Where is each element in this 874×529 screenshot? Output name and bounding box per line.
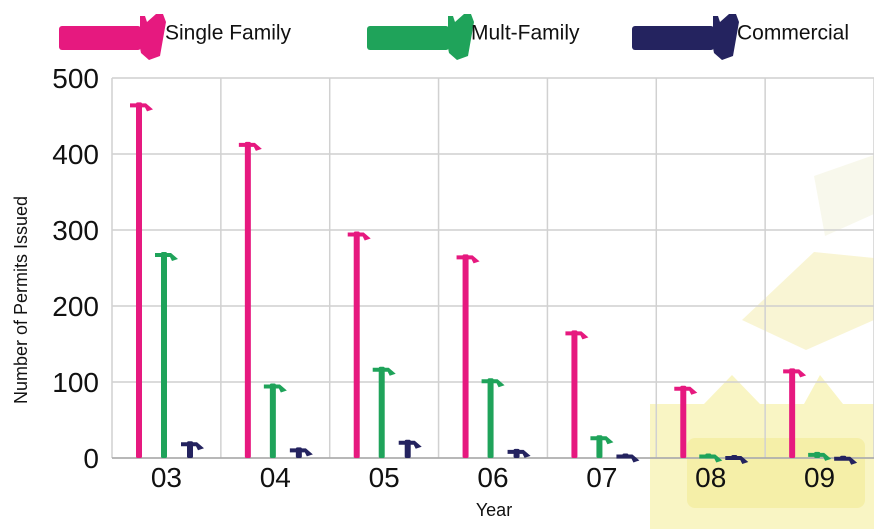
x-tick-label: 09 (804, 462, 835, 493)
x-tick-label: 03 (151, 462, 182, 493)
bar-hammer (834, 455, 858, 465)
bar-handle (571, 330, 578, 458)
bar-hammer (347, 231, 371, 458)
bar-hammer-head (481, 379, 505, 388)
bar-hammer (507, 448, 531, 458)
bar-hammer-head (590, 436, 614, 445)
watermark-top-shape (814, 155, 874, 236)
bar-hammer-head (263, 384, 287, 393)
legend-multi-family-icon (367, 14, 474, 60)
tick-labels: 0 100 200 300 400 500 03 04 05 06 07 08 09 (52, 63, 835, 493)
bar-handle (596, 435, 603, 458)
legend-label-2: Commercial (737, 22, 849, 45)
y-tick-label: 300 (52, 215, 99, 246)
bar-handle (789, 368, 796, 458)
bar-hammer (155, 252, 178, 458)
bar-hammer (289, 447, 313, 458)
bar-hammer (565, 330, 589, 458)
bar-hammer-head (565, 331, 589, 340)
legend: Single Family Mult-Family Commercial (59, 14, 849, 60)
bar-hammer-head (783, 369, 807, 378)
bar-hammer-head (289, 448, 313, 457)
legend-single-family-icon-handle (59, 26, 141, 50)
bar-hammer (674, 385, 698, 458)
bar-hammer-head (130, 103, 153, 112)
y-axis-label: Number of Permits Issued (11, 196, 31, 404)
bar-handle (487, 378, 494, 458)
bar-handle (244, 141, 251, 458)
bar-hammer-head (834, 456, 858, 465)
bar-hammer (372, 366, 396, 458)
grid-lines (111, 77, 874, 459)
legend-label-0: Single Family (165, 22, 292, 45)
bar-hammer (263, 383, 287, 458)
legend-commercial-icon (632, 14, 739, 60)
bar-hammer-head (725, 455, 749, 464)
x-axis-label: Year (476, 500, 512, 520)
y-tick-label: 200 (52, 291, 99, 322)
x-tick-label: 05 (369, 462, 400, 493)
bar-hammer-head (347, 232, 371, 241)
legend-commercial-icon-head (713, 14, 739, 60)
bar-hammer-head (699, 454, 723, 463)
watermark-house-shape (650, 375, 874, 529)
x-tick-label: 07 (586, 462, 617, 493)
legend-multi-family-icon-head (448, 14, 474, 60)
bar-hammer-head (372, 367, 396, 376)
hammer-bars (130, 102, 858, 465)
y-tick-label: 100 (52, 367, 99, 398)
bar-hammer-head (808, 452, 832, 461)
legend-label-1: Mult-Family (471, 22, 580, 45)
legend-multi-family-icon-handle (367, 26, 449, 50)
bar-hammer-head (674, 386, 698, 395)
bar-hammer-head (238, 142, 262, 151)
bar-handle (136, 102, 142, 458)
x-tick-label: 06 (477, 462, 508, 493)
bar-hammer (699, 453, 723, 463)
legend-single-family-icon (59, 14, 166, 60)
bar-hammer (808, 451, 832, 461)
bar-handle (353, 231, 360, 458)
watermark-background (650, 155, 874, 529)
bar-hammer (590, 435, 614, 458)
bar-hammer (456, 254, 480, 458)
x-tick-label: 04 (260, 462, 291, 493)
y-tick-label: 400 (52, 139, 99, 170)
bar-hammer-head (507, 449, 531, 458)
bar-hammer-head (155, 253, 178, 262)
y-tick-label: 500 (52, 63, 99, 94)
watermark-roof-shape (742, 252, 874, 350)
bar-hammer (398, 439, 422, 458)
bar-handle (680, 385, 687, 458)
x-tick-label: 08 (695, 462, 726, 493)
bar-hammer-head (398, 440, 422, 449)
bar-hammer (130, 102, 153, 458)
bar-hammer-head (456, 255, 480, 264)
legend-single-family-icon-head (140, 14, 166, 60)
bar-handle (378, 366, 385, 458)
bar-handle (161, 252, 167, 458)
y-tick-label: 0 (83, 443, 99, 474)
legend-commercial-icon-handle (632, 26, 714, 50)
bar-hammer (783, 368, 807, 458)
bar-handle (269, 383, 276, 458)
bar-hammer (616, 453, 640, 463)
bar-hammer (181, 441, 204, 458)
bar-hammer (725, 454, 749, 464)
bar-hammer-head (616, 454, 640, 463)
bar-hammer (238, 141, 262, 458)
bar-hammer-head (181, 442, 204, 451)
bar-handle (462, 254, 469, 458)
bar-hammer (481, 378, 505, 458)
